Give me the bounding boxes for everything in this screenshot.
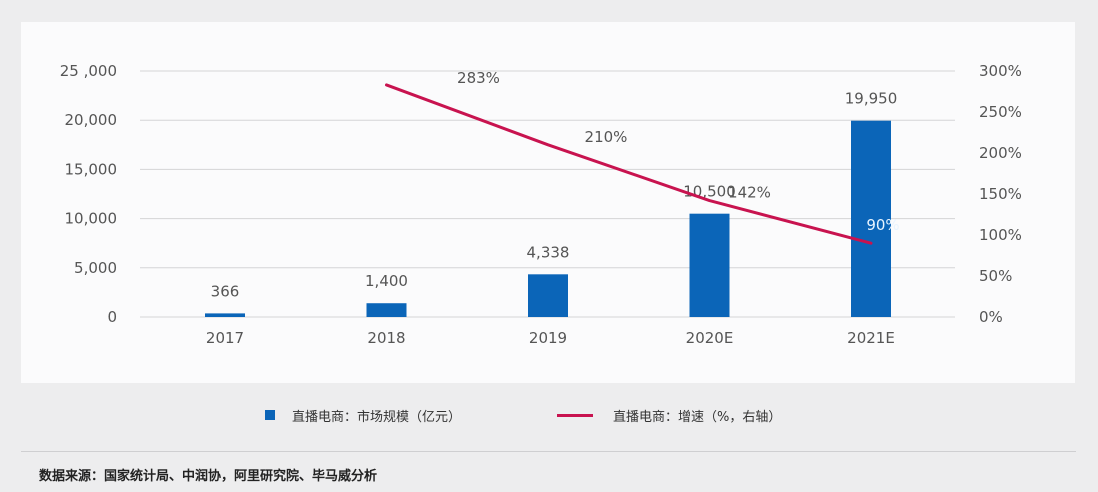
x-tick-label: 2021E [847, 329, 895, 347]
bar [205, 313, 245, 317]
legend-line-label: 直播电商：增速（%，右轴） [613, 409, 782, 425]
x-tick-label: 2017 [206, 329, 244, 347]
left-tick-label: 20,000 [65, 111, 118, 129]
gridlines [140, 70, 955, 318]
right-tick-label: 200% [979, 144, 1022, 162]
combo-chart: 0 5,000 10,000 15,000 20,000 25 ,000 0% 50% 100… [60, 62, 1022, 347]
right-tick-label: 50% [979, 267, 1012, 285]
bar-value-label: 1,400 [365, 272, 408, 290]
left-tick-label: 25 ,000 [60, 62, 117, 80]
growth-line [385, 83, 873, 245]
right-tick-label: 300% [979, 62, 1022, 80]
bar-value-label: 19,950 [845, 90, 898, 108]
left-tick-label: 5,000 [74, 259, 117, 277]
left-tick-label: 0 [107, 308, 117, 326]
left-axis: 0 5,000 10,000 15,000 20,000 25 ,000 [60, 62, 117, 326]
line-labels: 283% 210% 142% 90% [457, 69, 900, 234]
line-swatch-icon [557, 413, 593, 417]
x-tick-label: 2020E [686, 329, 734, 347]
x-tick-label: 2018 [367, 329, 405, 347]
bar [528, 274, 568, 317]
bar-value-label: 4,338 [527, 243, 570, 261]
right-axis: 0% 50% 100% 150% 200% 250% 300% [979, 62, 1022, 326]
divider [21, 451, 1076, 452]
right-tick-label: 150% [979, 185, 1022, 203]
line-value-label: 283% [457, 69, 500, 87]
chart-panel [21, 22, 1075, 383]
data-source-note: 数据来源：国家统计局、中润协，阿里研究院、毕马威分析 [39, 469, 378, 484]
bar-value-label: 366 [211, 282, 240, 300]
line-value-label: 210% [585, 128, 628, 146]
legend-item-bar: 直播电商：市场规模（亿元） [265, 403, 461, 427]
bar [366, 303, 407, 317]
line-value-label: 90% [866, 216, 899, 234]
bar [689, 213, 730, 317]
x-axis: 2017 2018 2019 2020E 2021E [206, 329, 895, 347]
left-tick-label: 15,000 [65, 160, 118, 178]
bar [851, 120, 891, 317]
right-tick-label: 0% [979, 308, 1003, 326]
legend-bar-label: 直播电商：市场规模（亿元） [292, 409, 462, 425]
right-tick-label: 250% [979, 103, 1022, 121]
line-value-label: 142% [728, 184, 771, 202]
legend-item-line: 直播电商：增速（%，右轴） [557, 403, 781, 427]
line-series [385, 83, 873, 245]
bar-swatch-icon [265, 410, 275, 420]
legend: 直播电商：市场规模（亿元） 直播电商：增速（%，右轴） [0, 403, 1098, 427]
x-tick-label: 2019 [529, 329, 567, 347]
right-tick-label: 100% [979, 226, 1022, 244]
left-tick-label: 10,000 [65, 210, 118, 228]
